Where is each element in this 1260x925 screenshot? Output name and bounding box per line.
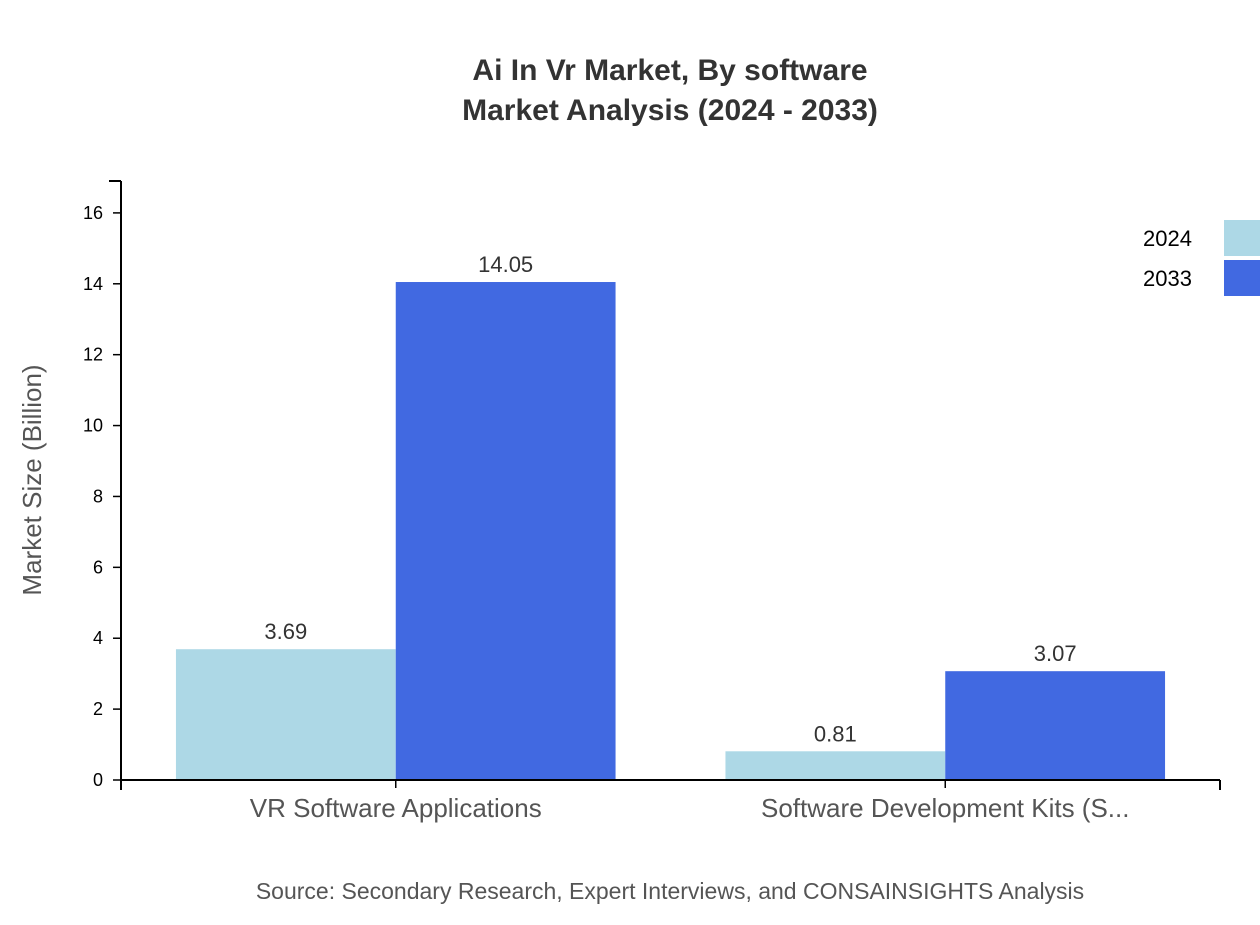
y-tick-label: 16 [83, 203, 103, 223]
bar-2024-1 [725, 751, 946, 780]
y-tick-label: 14 [83, 274, 103, 294]
y-tick-label: 6 [93, 557, 103, 577]
legend-label: 2033 [1143, 266, 1192, 291]
y-tick-label: 8 [93, 486, 103, 506]
source-note: Source: Secondary Research, Expert Inter… [256, 878, 1084, 904]
data-label: 3.07 [1034, 641, 1077, 666]
bar-2033-1 [945, 671, 1166, 780]
y-tick-label: 4 [93, 628, 103, 648]
legend-swatch-2033 [1224, 260, 1260, 296]
y-tick-label: 2 [93, 699, 103, 719]
y-tick-label: 10 [83, 416, 103, 436]
legend-swatch-2024 [1224, 220, 1260, 256]
x-tick-label: Software Development Kits (S... [761, 793, 1129, 823]
y-tick-label: 12 [83, 345, 103, 365]
chart-title-line2: Market Analysis (2024 - 2033) [462, 94, 878, 127]
data-label: 0.81 [814, 721, 857, 746]
y-axis-label: Market Size (Billion) [17, 364, 47, 595]
legend-label: 2024 [1143, 226, 1192, 251]
data-label: 14.05 [478, 252, 533, 277]
chart-title-line1: Ai In Vr Market, By software [472, 54, 867, 87]
bar-2033-0 [395, 282, 616, 780]
data-label: 3.69 [264, 619, 307, 644]
y-tick-label: 0 [93, 770, 103, 790]
bar-2024-0 [175, 649, 396, 780]
x-tick-label: VR Software Applications [250, 793, 542, 823]
